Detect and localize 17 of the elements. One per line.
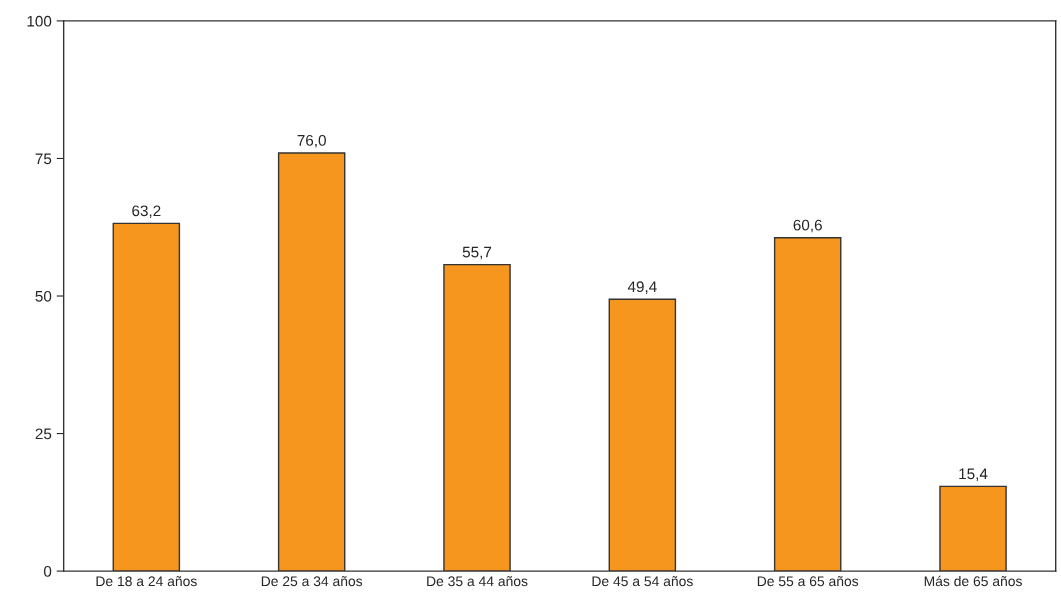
data-label: 49,4 bbox=[627, 281, 657, 294]
y-tick-label: 75 bbox=[35, 153, 52, 165]
data-label: 63,2 bbox=[132, 205, 161, 219]
data-label: 60,6 bbox=[793, 219, 822, 233]
x-tick-label: Más de 65 años bbox=[924, 575, 1022, 587]
data-label: 76,0 bbox=[297, 134, 326, 148]
y-tick-label: 50 bbox=[35, 290, 52, 302]
data-label: 55,7 bbox=[462, 246, 492, 260]
y-tick-label: 0 bbox=[43, 565, 52, 577]
y-tick-label: 100 bbox=[27, 15, 52, 27]
x-tick-label: De 25 a 34 años bbox=[261, 576, 363, 587]
y-tick-label: 25 bbox=[35, 428, 52, 440]
x-tick-label: De 45 a 54 años bbox=[592, 576, 693, 587]
x-tick-label: De 18 a 24 años bbox=[96, 576, 197, 587]
x-tick-label: De 35 a 44 años bbox=[427, 576, 528, 587]
data-label: 15,4 bbox=[959, 468, 988, 481]
x-tick-label: De 55 a 65 años bbox=[757, 576, 859, 587]
